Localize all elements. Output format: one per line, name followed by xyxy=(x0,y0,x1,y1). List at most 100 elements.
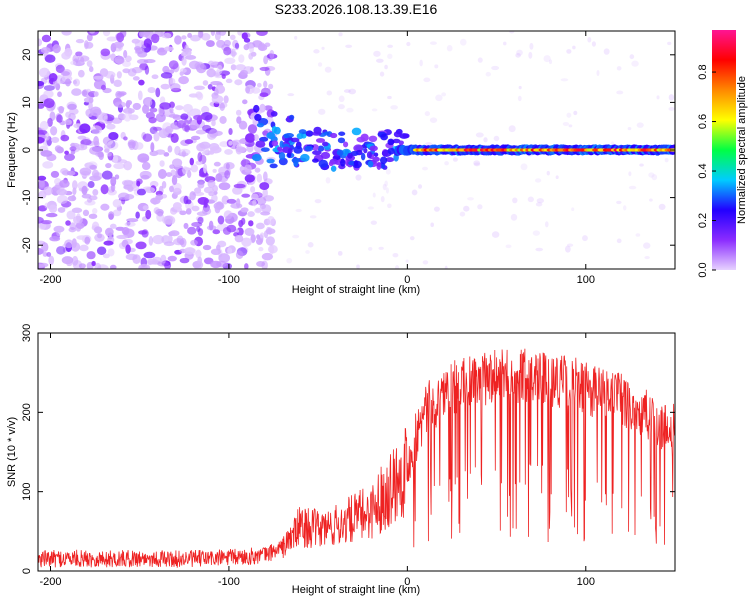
spectrogram-cell xyxy=(224,170,231,179)
spectrogram-cell xyxy=(117,91,127,96)
spectrogram-cell xyxy=(238,120,248,130)
spectrogram-cell xyxy=(241,237,252,247)
spectrogram-cell xyxy=(238,54,245,63)
spectrogram-cell xyxy=(155,112,166,123)
snr-y-axis-title: SNR (10 * v/v) xyxy=(6,417,18,487)
spectrogram-cell xyxy=(56,194,69,204)
spectrogram-cell xyxy=(253,134,259,142)
spectrogram-cell xyxy=(138,263,151,269)
spectrogram-cell xyxy=(73,78,81,87)
spectrogram-cell xyxy=(56,246,66,255)
spectrogram-cell xyxy=(93,75,104,80)
spectrogram-cell xyxy=(48,255,55,266)
spectrogram-cell xyxy=(39,120,49,131)
x-tick-label: 100 xyxy=(577,274,595,286)
spectrogram-cell xyxy=(79,123,91,134)
spectrogram-cell xyxy=(57,207,66,213)
spectrogram-cell xyxy=(635,233,641,237)
spectrogram-cell xyxy=(235,109,242,116)
spectrogram-cell xyxy=(535,247,544,252)
spectrogram-cell xyxy=(172,202,182,210)
y-tick-label: 200 xyxy=(21,403,33,421)
spectrogram-cell xyxy=(54,145,62,153)
spectrogram-cell xyxy=(106,36,118,42)
spectrogram-cell xyxy=(265,252,272,260)
spectrogram-cell xyxy=(198,172,209,178)
spectrogram-cell xyxy=(64,119,72,126)
spectrogram-cell xyxy=(50,170,60,178)
spectrogram-cell xyxy=(366,151,372,159)
spectrogram-cell xyxy=(174,145,181,156)
spectrogram-cell xyxy=(176,120,186,129)
spectrogram-cell xyxy=(548,59,553,65)
spectrogram-cell xyxy=(60,71,71,76)
spectrogram-cell xyxy=(367,160,374,168)
spectrogram-cell xyxy=(425,142,433,146)
spectrogram-cell xyxy=(363,147,368,154)
spectrogram-cell xyxy=(345,44,353,48)
spectrogram-cell xyxy=(250,51,257,57)
spectrogram-cell xyxy=(84,236,91,245)
spectrogram-cell xyxy=(69,146,77,152)
spectrogram-cell xyxy=(235,250,244,260)
spectrogram-cell xyxy=(276,146,283,151)
spectrogram-cell xyxy=(193,85,205,91)
spectrogram-cell xyxy=(138,79,145,86)
spectrogram-cell xyxy=(84,41,94,49)
spectrogram-cell xyxy=(137,153,150,163)
spectrogram-cell xyxy=(330,165,337,172)
spectrogram-cell xyxy=(509,31,515,34)
spectrogram-cell xyxy=(384,180,388,187)
spectrogram-cell xyxy=(138,230,148,235)
spectrogram-cell xyxy=(64,150,69,155)
spectrogram-cell xyxy=(631,60,639,67)
spectrogram-cell xyxy=(219,141,230,148)
colorbar-gradient xyxy=(712,30,736,270)
spectrogram-cell xyxy=(616,238,622,244)
spectrogram-cell xyxy=(181,150,186,158)
spectrogram-cell xyxy=(44,54,56,63)
spectrogram-cell xyxy=(38,181,46,190)
spectrogram-cell xyxy=(337,250,343,256)
y-tick-label: -20 xyxy=(21,237,33,253)
spectrogram-cell xyxy=(61,31,72,36)
spectrogram-cell xyxy=(596,70,600,77)
spectrogram-cell xyxy=(337,137,346,144)
spectrogram-cell xyxy=(368,247,373,251)
spectrogram-cell xyxy=(321,46,325,50)
spectrogram-cell xyxy=(210,248,222,256)
spectrogram-cell xyxy=(191,205,200,212)
spectrogram-cell xyxy=(147,86,156,94)
spectrogram-cell xyxy=(516,49,523,56)
colorbar-label: Normalized spectral amplitude xyxy=(736,76,748,224)
spectrogram-cell xyxy=(378,246,384,250)
spectrogram-cell xyxy=(286,257,293,264)
spectrogram-cell xyxy=(202,80,209,86)
spectrogram-cell xyxy=(252,199,257,207)
spectrogram-cell xyxy=(261,204,272,214)
y-tick-label: 300 xyxy=(21,324,33,342)
spectrogram-cell xyxy=(460,38,467,46)
spectrogram-cell xyxy=(291,157,301,163)
spectrogram-cell xyxy=(103,240,114,246)
spectrogram-cell xyxy=(64,47,73,57)
spectrogram-cell xyxy=(159,96,166,104)
spectrogram-cell xyxy=(121,227,130,235)
spectrogram-cell xyxy=(38,67,50,78)
spectrogram-cell xyxy=(103,143,112,151)
spectrogram-cell xyxy=(56,188,68,196)
spectrogram-cell xyxy=(144,65,150,75)
spectrogram-cell xyxy=(259,66,270,71)
spectrogram-cell xyxy=(368,135,378,142)
spectrogram-cell xyxy=(137,90,143,101)
spectrogram-cell xyxy=(131,38,140,44)
spectrogram-cell xyxy=(164,261,172,269)
spectrogram-cell xyxy=(256,122,265,128)
spectrogram-cell xyxy=(80,139,92,146)
spectrogram-cell xyxy=(218,253,231,263)
spectrogram-cell xyxy=(203,163,208,174)
spectrogram-cell xyxy=(169,230,180,237)
spectrogram-cell xyxy=(45,212,58,218)
spectrogram-cell xyxy=(65,220,71,226)
spectrogram-cell xyxy=(82,209,90,217)
